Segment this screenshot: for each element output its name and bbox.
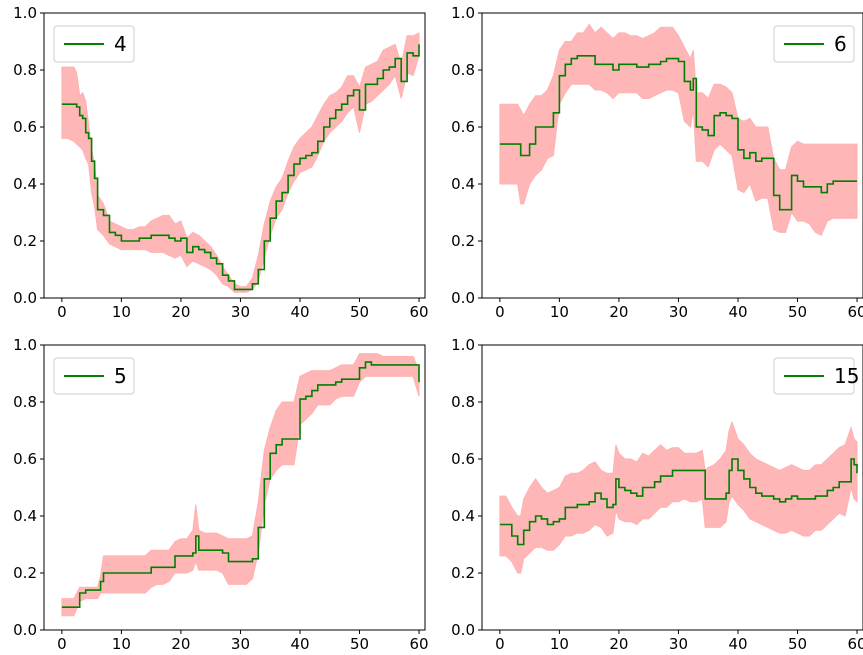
series-line xyxy=(61,44,420,291)
x-tick-label: 50 xyxy=(788,303,807,321)
y-tick-label: 0.2 xyxy=(451,564,475,582)
y-tick-label: 0.4 xyxy=(13,507,37,525)
y-tick-label: 0.2 xyxy=(13,564,37,582)
x-tick-label: 10 xyxy=(550,635,569,653)
plot-area xyxy=(61,32,420,293)
x-tick-label: 50 xyxy=(788,635,807,653)
legend-label: 15 xyxy=(834,364,859,388)
x-tick-label: 60 xyxy=(848,303,863,321)
y-tick-label: 0.8 xyxy=(451,61,475,79)
x-tick-label: 30 xyxy=(231,635,250,653)
y-tick-label: 0.6 xyxy=(13,450,37,468)
axes-frame xyxy=(481,12,863,299)
y-tick-label: 0.4 xyxy=(451,175,475,193)
x-tick-label: 40 xyxy=(290,635,309,653)
y-tick-label: 0.0 xyxy=(13,621,37,639)
axes-frame xyxy=(481,344,863,631)
y-tick-label: 1.0 xyxy=(13,336,37,354)
y-tick-label: 1.0 xyxy=(451,4,475,22)
y-tick-label: 1.0 xyxy=(451,336,475,354)
x-tick-label: 40 xyxy=(290,303,309,321)
x-tick-label: 10 xyxy=(550,303,569,321)
y-tick-label: 0.8 xyxy=(13,393,37,411)
plot-area xyxy=(61,353,420,617)
x-tick-label: 50 xyxy=(350,635,369,653)
x-tick-label: 10 xyxy=(112,635,131,653)
y-tick-label: 0.0 xyxy=(13,289,37,307)
x-tick-label: 40 xyxy=(728,635,747,653)
x-tick-label: 30 xyxy=(231,303,250,321)
x-tick-label: 0 xyxy=(57,303,67,321)
x-tick-label: 30 xyxy=(669,635,688,653)
subplot-4: 0 10 20 30 40 50 60 0.0 0.2 0.4 0.6 0.8 1.0 15 xyxy=(451,336,863,653)
subplot-2: 0 10 20 30 40 50 60 0.0 0.2 0.4 0.6 0.8 1.0 6 xyxy=(451,4,863,321)
series-line xyxy=(499,55,857,211)
y-tick-label: 0.8 xyxy=(13,61,37,79)
confidence-band xyxy=(499,420,858,574)
x-tick-label: 20 xyxy=(609,303,628,321)
y-tick-label: 0.6 xyxy=(451,118,475,136)
legend: 4 xyxy=(53,25,135,63)
legend: 5 xyxy=(53,357,135,395)
x-tick-label: 0 xyxy=(495,303,505,321)
x-tick-label: 50 xyxy=(350,303,369,321)
y-tick-label: 1.0 xyxy=(13,4,37,22)
x-tick-label: 60 xyxy=(848,635,863,653)
y-tick-label: 0.6 xyxy=(13,118,37,136)
x-tick-label: 30 xyxy=(669,303,688,321)
legend: 6 xyxy=(773,25,855,63)
y-tick-label: 0.0 xyxy=(451,289,475,307)
y-tick-label: 0.8 xyxy=(451,393,475,411)
subplot-3: 0 10 20 30 40 50 60 0.0 0.2 0.4 0.6 0.8 1.0 5 xyxy=(13,336,428,653)
x-tick-label: 40 xyxy=(728,303,747,321)
axes-frame xyxy=(43,12,426,299)
y-tick-label: 0.2 xyxy=(13,232,37,250)
plot-area xyxy=(499,23,858,236)
x-tick-label: 60 xyxy=(410,635,429,653)
x-tick-label: 20 xyxy=(171,303,190,321)
y-tick-label: 0.4 xyxy=(13,175,37,193)
series-line xyxy=(499,458,858,546)
x-tick-label: 60 xyxy=(410,303,429,321)
y-tick-label: 0.2 xyxy=(451,232,475,250)
y-tick-label: 0.4 xyxy=(451,507,475,525)
x-tick-label: 20 xyxy=(171,635,190,653)
x-tick-label: 0 xyxy=(495,635,505,653)
confidence-band xyxy=(61,32,420,293)
legend: 15 xyxy=(773,357,859,395)
legend-label: 6 xyxy=(834,32,847,56)
confidence-band xyxy=(499,23,858,236)
subplot-1: 0 10 20 30 40 50 60 0.0 0.2 0.4 0.6 0.8 1.0 4 xyxy=(13,4,428,321)
x-tick-label: 0 xyxy=(57,635,67,653)
legend-label: 4 xyxy=(114,32,127,56)
legend-label: 5 xyxy=(114,364,127,388)
x-tick-label: 10 xyxy=(112,303,131,321)
axes-frame xyxy=(43,344,426,631)
y-tick-label: 0.0 xyxy=(451,621,475,639)
x-tick-label: 20 xyxy=(609,635,628,653)
series-line xyxy=(61,361,420,608)
plot-area xyxy=(499,420,858,574)
y-tick-label: 0.6 xyxy=(451,450,475,468)
confidence-band xyxy=(61,353,420,617)
